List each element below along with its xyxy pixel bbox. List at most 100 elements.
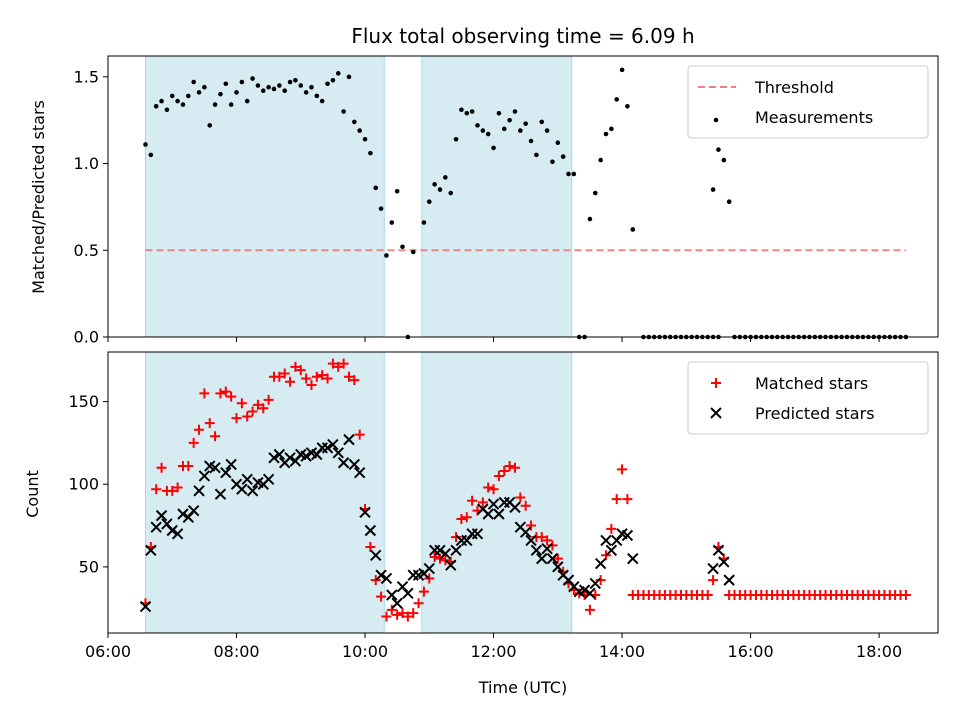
data-point — [702, 589, 713, 600]
data-point — [721, 157, 727, 163]
data-point — [306, 380, 317, 391]
data-point — [175, 98, 180, 104]
data-point — [348, 458, 361, 471]
data-point — [341, 109, 346, 114]
data-point — [325, 81, 330, 87]
data-point — [368, 150, 373, 156]
data-point — [268, 452, 280, 464]
data-point — [603, 131, 609, 137]
data-point — [520, 500, 531, 511]
data-point — [394, 188, 400, 194]
data-point — [311, 371, 322, 382]
chart-title: Flux total observing time = 6.09 h — [351, 24, 694, 48]
data-point — [258, 403, 269, 414]
data-point — [467, 495, 478, 506]
data-point — [191, 79, 196, 85]
data-point — [483, 482, 494, 493]
data-point — [493, 508, 505, 520]
shaded-interval-2 — [421, 351, 573, 634]
data-point — [589, 577, 601, 590]
x-axis-label: Time (UTC) — [478, 678, 567, 697]
data-point — [384, 253, 389, 258]
data-point — [282, 88, 288, 93]
data-point — [544, 128, 550, 133]
y-tick-label: 1.0 — [74, 154, 99, 173]
data-point — [193, 485, 205, 497]
data-point — [526, 520, 537, 531]
data-point — [621, 529, 634, 542]
data-point — [327, 438, 339, 451]
data-point — [300, 450, 312, 462]
data-point — [244, 98, 250, 104]
data-point — [550, 159, 555, 165]
data-point — [606, 523, 617, 534]
data-point — [712, 544, 725, 557]
data-point — [218, 91, 223, 97]
data-point — [231, 413, 242, 424]
data-point — [480, 128, 486, 133]
data-point — [413, 598, 424, 609]
data-point — [357, 128, 362, 133]
data-point — [349, 375, 360, 386]
data-point — [453, 136, 459, 142]
data-point — [630, 227, 636, 232]
y-tick-label: 100 — [68, 475, 99, 494]
data-point — [260, 88, 266, 93]
data-point — [487, 498, 500, 510]
data-point — [273, 448, 286, 461]
data-point — [290, 361, 301, 372]
legend-label: Predicted stars — [755, 404, 875, 423]
data-point — [710, 187, 716, 192]
data-point — [485, 131, 491, 137]
data-point — [426, 199, 432, 205]
data-point — [236, 483, 248, 495]
data-point — [584, 604, 595, 615]
data-point — [434, 544, 446, 557]
data-point — [509, 501, 521, 514]
data-point — [488, 484, 499, 495]
data-point — [353, 466, 366, 479]
data-point — [437, 187, 443, 192]
data-point — [389, 220, 395, 225]
data-point — [333, 361, 344, 372]
data-point — [546, 552, 559, 565]
data-point — [228, 102, 234, 107]
data-point — [482, 508, 494, 520]
data-point — [525, 534, 537, 547]
data-point — [301, 373, 312, 384]
data-point — [716, 147, 721, 152]
data-point — [148, 152, 154, 158]
bottom-panel: Count Time (UTC) 50 100 150 06:00 08:00 10:00… — [23, 351, 939, 697]
data-point — [183, 461, 194, 472]
data-point — [343, 371, 354, 382]
data-point — [220, 466, 232, 479]
data-point — [900, 589, 911, 600]
data-point — [210, 431, 221, 442]
data-point — [471, 528, 484, 540]
data-point — [263, 394, 274, 405]
data-point — [381, 611, 392, 622]
data-point — [370, 575, 381, 586]
legend-box — [687, 65, 929, 139]
data-point — [322, 373, 333, 384]
data-point — [456, 513, 467, 524]
data-point — [560, 154, 566, 159]
data-point — [212, 102, 218, 107]
data-point — [188, 437, 199, 448]
x-tick-label: 12:00 — [470, 642, 516, 661]
data-point — [166, 524, 178, 537]
data-point — [266, 84, 271, 90]
data-point — [225, 458, 237, 471]
data-point — [298, 83, 304, 88]
data-point — [215, 388, 226, 399]
y-tick-label: 0.5 — [74, 241, 99, 260]
data-point — [552, 553, 563, 564]
data-point — [410, 249, 416, 255]
x-tick-label: 16:00 — [728, 642, 774, 661]
data-point — [617, 464, 628, 475]
data-point — [501, 126, 507, 132]
x-tick-label: 08:00 — [213, 642, 259, 661]
data-point — [319, 98, 325, 104]
series-measurements — [143, 67, 909, 340]
data-point — [284, 452, 296, 464]
